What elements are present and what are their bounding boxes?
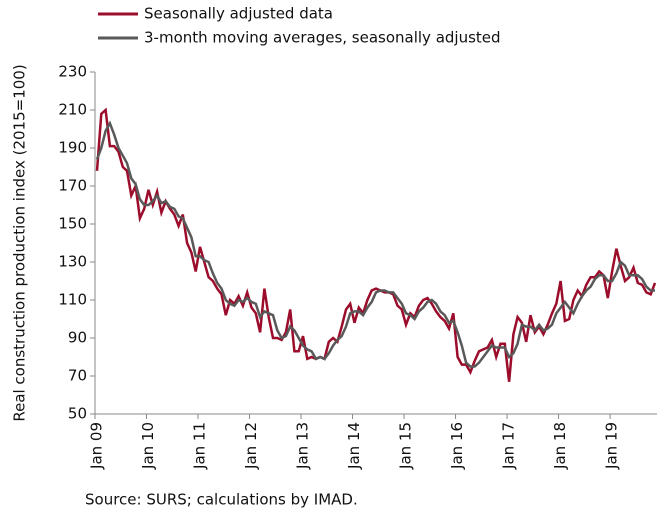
y-tick-label: 170 [58,177,87,195]
series-line [95,107,657,382]
x-tick-label: Jan 13 [294,422,312,470]
y-tick-label: 50 [68,405,87,423]
x-tick-label: Jan 18 [551,422,569,470]
y-tick-label: 230 [58,63,87,81]
series-line [95,120,655,368]
x-tick-label: Jan 19 [603,422,621,470]
x-tick-label: Jan 12 [242,422,260,470]
x-tick-label: Jan 10 [139,422,157,470]
legend-label: 3-month moving averages, seasonally adju… [144,29,501,47]
x-tick-label: Jan 17 [500,422,518,470]
y-tick-label: 90 [68,329,87,347]
y-tick-label: 70 [68,367,87,385]
y-tick-label: 130 [58,253,87,271]
x-tick-label: Jan 15 [397,422,415,470]
y-axis-label: Real construction production index (2015… [11,64,29,421]
y-tick-label: 210 [58,101,87,119]
source: Source: SURS; calculations by IMAD. [85,491,358,509]
x-tick-label: Jan 14 [345,422,363,470]
legend-label: Seasonally adjusted data [144,5,333,23]
x-tick-label: Jan 11 [191,422,209,470]
y-tick-label: 110 [58,291,87,309]
y-tick-label: 190 [58,139,87,157]
x-tick-label: Jan 16 [448,422,466,470]
x-tick-label: Jan 09 [88,422,106,470]
y-tick-label: 150 [58,215,87,233]
